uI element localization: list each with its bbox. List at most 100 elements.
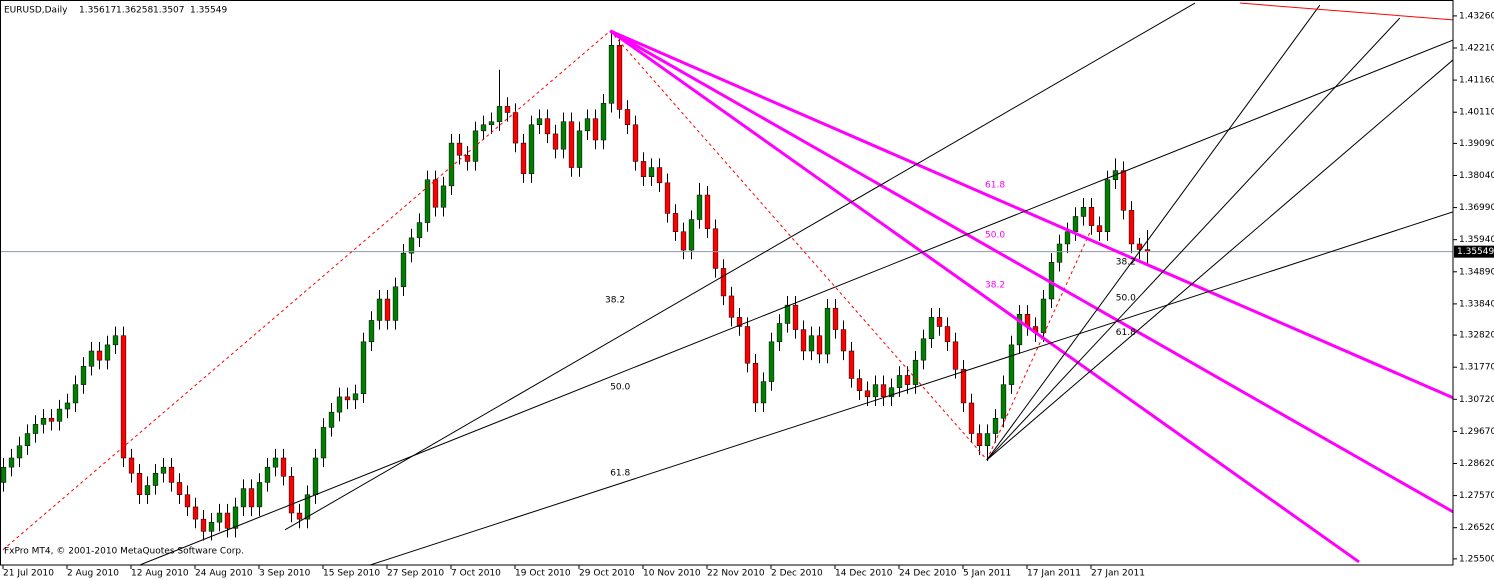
candle-body — [1136, 243, 1143, 250]
x-tick-label: 19 Oct 2010 — [515, 569, 571, 579]
candle-body — [960, 369, 967, 404]
candle-body — [336, 396, 343, 413]
candle-body — [440, 185, 447, 208]
candle-body — [936, 317, 943, 327]
candle-body — [360, 341, 367, 395]
candle-body — [352, 393, 359, 401]
candle-body — [200, 518, 207, 532]
candle-body — [208, 521, 215, 532]
candle-body — [872, 384, 879, 398]
candle-body — [408, 237, 415, 254]
candle-body — [544, 118, 551, 135]
y-tick-label: 1.25500 — [1459, 554, 1494, 564]
candle-body — [376, 298, 383, 321]
candle-body — [680, 231, 687, 251]
candle-body — [712, 228, 719, 269]
fib-label: 38.2 — [605, 295, 625, 305]
candle-body — [40, 417, 47, 425]
price-label-box — [1454, 245, 1494, 258]
y-tick-label: 1.26520 — [1459, 523, 1494, 533]
candle-body — [592, 118, 599, 141]
header-close: 1.35549 — [190, 6, 227, 16]
candle-body — [400, 252, 407, 288]
candle-body — [944, 326, 951, 343]
candle-body — [272, 457, 279, 468]
x-tick-label: 2 Aug 2010 — [67, 569, 119, 579]
candle-body — [232, 506, 239, 529]
drawing-line — [986, 4, 1321, 461]
candle-body — [184, 494, 191, 508]
fib-label: 61.8 — [985, 180, 1005, 190]
candle-body — [96, 350, 103, 361]
x-tick-label: 29 Oct 2010 — [579, 569, 635, 579]
y-tick-label: 1.34890 — [1459, 267, 1494, 277]
y-tick-label: 1.38040 — [1459, 171, 1494, 181]
candle-body — [912, 359, 919, 385]
x-tick-label: 7 Oct 2010 — [451, 569, 501, 579]
candle-body — [472, 130, 479, 162]
candle-body — [808, 335, 815, 352]
candle-body — [8, 457, 15, 468]
candle-body — [152, 473, 159, 486]
candle-body — [464, 155, 471, 162]
candle-body — [280, 457, 287, 477]
candle-body — [904, 375, 911, 385]
candle-body — [840, 329, 847, 352]
candle-body — [792, 304, 799, 330]
header-low: 1.3507 — [153, 6, 185, 16]
candle-body — [896, 375, 903, 388]
candle-body — [256, 482, 263, 508]
fib-label: 38.2 — [985, 280, 1005, 290]
candle-body — [656, 167, 663, 184]
candle-body — [920, 338, 927, 361]
candle-body — [768, 341, 775, 382]
y-tick-label: 1.28620 — [1459, 459, 1494, 469]
candle-body — [664, 182, 671, 214]
candle-body — [1056, 243, 1063, 263]
candle-body — [536, 118, 543, 125]
candle-body — [56, 408, 63, 422]
candle-body — [328, 411, 335, 428]
chart-title: EURUSD,Daily — [4, 6, 68, 16]
y-tick-label: 1.30720 — [1459, 395, 1494, 405]
candle-body — [1128, 210, 1135, 245]
candle-body — [456, 142, 463, 156]
candle-body — [560, 121, 567, 150]
candle-body — [704, 194, 711, 229]
candle-body — [504, 106, 511, 113]
candle-body — [600, 103, 607, 141]
x-tick-label: 5 Jan 2011 — [963, 569, 1011, 579]
header-high: 1.36258 — [116, 6, 153, 16]
drawing-line — [139, 39, 1453, 565]
x-tick-label: 27 Sep 2010 — [387, 569, 444, 579]
candle-body — [384, 298, 391, 321]
drawing-line — [609, 29, 1360, 564]
candle-body — [832, 307, 839, 330]
drawing-line — [609, 29, 1453, 514]
candle-body — [264, 466, 271, 483]
candle-body — [344, 396, 351, 401]
candle-body — [0, 466, 7, 483]
candle-body — [480, 124, 487, 132]
candle-body — [952, 341, 959, 370]
candle-body — [1096, 225, 1103, 232]
candle-body — [632, 124, 639, 162]
candle-body — [736, 317, 743, 327]
candle-body — [448, 142, 455, 187]
candle-body — [584, 118, 591, 132]
fib-label: 50.0 — [985, 231, 1005, 241]
drawing-line — [2, 30, 611, 551]
fib-label: 50.0 — [1116, 293, 1136, 303]
candle-body — [160, 466, 167, 474]
candle-body — [816, 335, 823, 355]
y-tick-label: 1.35940 — [1459, 235, 1494, 245]
candle-body — [192, 506, 199, 520]
candle-body — [240, 488, 247, 508]
candle-body — [888, 387, 895, 398]
candle-body — [880, 384, 887, 398]
candle-body — [296, 512, 303, 520]
candle-body — [992, 417, 999, 434]
candle-body — [424, 179, 431, 223]
